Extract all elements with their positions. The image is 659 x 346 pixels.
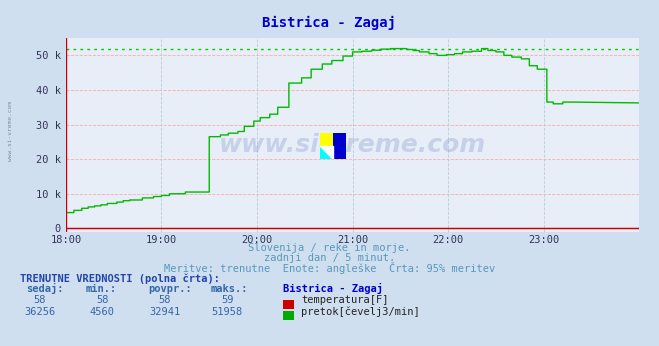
Text: Bistrica - Zagaj: Bistrica - Zagaj bbox=[283, 283, 384, 294]
Text: www.si-vreme.com: www.si-vreme.com bbox=[8, 101, 13, 162]
Text: Bistrica - Zagaj: Bistrica - Zagaj bbox=[262, 16, 397, 29]
Text: sedaj:: sedaj: bbox=[26, 283, 64, 294]
Bar bbox=[333, 133, 346, 159]
Text: www.si-vreme.com: www.si-vreme.com bbox=[219, 133, 486, 157]
Bar bbox=[320, 146, 333, 159]
Text: 58: 58 bbox=[159, 295, 171, 306]
Text: TRENUTNE VREDNOSTI (polna črta):: TRENUTNE VREDNOSTI (polna črta): bbox=[20, 273, 219, 284]
Bar bbox=[320, 133, 333, 146]
Text: 51958: 51958 bbox=[212, 307, 243, 317]
Text: pretok[čevelj3/min]: pretok[čevelj3/min] bbox=[301, 306, 420, 317]
Text: 32941: 32941 bbox=[149, 307, 181, 317]
Text: povpr.:: povpr.: bbox=[148, 284, 192, 294]
Text: 36256: 36256 bbox=[24, 307, 55, 317]
Text: 58: 58 bbox=[34, 295, 45, 306]
Text: zadnji dan / 5 minut.: zadnji dan / 5 minut. bbox=[264, 253, 395, 263]
Text: min.:: min.: bbox=[86, 284, 117, 294]
Text: 59: 59 bbox=[221, 295, 233, 306]
Polygon shape bbox=[320, 146, 333, 159]
Text: 58: 58 bbox=[96, 295, 108, 306]
Text: Meritve: trenutne  Enote: angleške  Črta: 95% meritev: Meritve: trenutne Enote: angleške Črta: … bbox=[164, 262, 495, 274]
Text: temperatura[F]: temperatura[F] bbox=[301, 295, 389, 306]
Text: 4560: 4560 bbox=[90, 307, 115, 317]
Text: maks.:: maks.: bbox=[211, 284, 248, 294]
Text: Slovenija / reke in morje.: Slovenija / reke in morje. bbox=[248, 243, 411, 253]
